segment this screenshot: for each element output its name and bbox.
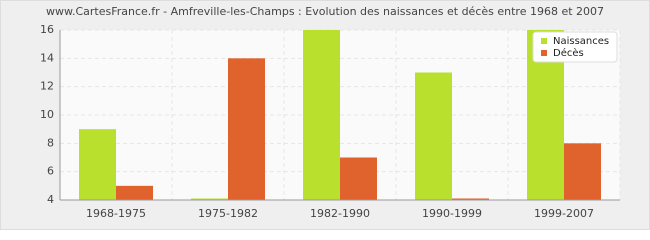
- chart: www.CartesFrance.fr - Amfreville-les-Cha…: [0, 0, 650, 230]
- y-tick-label: 6: [47, 165, 54, 178]
- y-tick-label: 12: [40, 80, 54, 93]
- x-tick-label: 1975-1982: [198, 207, 258, 220]
- bar: [564, 143, 601, 200]
- chart-title: www.CartesFrance.fr - Amfreville-les-Cha…: [46, 5, 604, 18]
- legend-swatch: [541, 38, 547, 44]
- bar: [452, 198, 489, 200]
- legend-label: Naissances: [553, 36, 609, 47]
- bar: [303, 30, 340, 200]
- y-tick-label: 14: [40, 51, 54, 64]
- x-tick-label: 1982-1990: [310, 207, 370, 220]
- legend-swatch: [541, 50, 547, 56]
- bar: [340, 157, 377, 200]
- bar: [79, 129, 116, 200]
- y-tick-label: 10: [40, 108, 54, 121]
- legend-label: Décès: [553, 47, 584, 59]
- y-tick-label: 4: [47, 193, 54, 206]
- bar: [116, 185, 153, 200]
- x-tick-label: 1990-1999: [422, 207, 482, 220]
- bar: [415, 72, 452, 200]
- bar: [228, 58, 265, 201]
- y-tick-label: 16: [40, 23, 54, 36]
- y-tick-label: 8: [47, 136, 54, 149]
- x-tick-label: 1968-1975: [86, 207, 146, 220]
- bar: [191, 198, 228, 200]
- legend-box: [532, 31, 618, 63]
- x-tick-label: 1999-2007: [534, 207, 594, 220]
